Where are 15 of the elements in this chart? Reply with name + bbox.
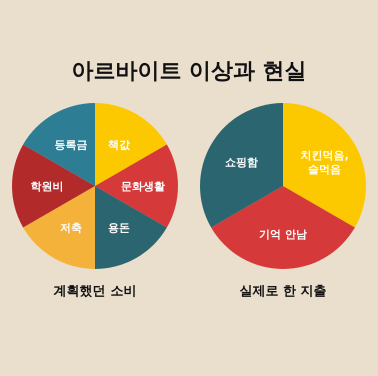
pie-slice bbox=[283, 103, 366, 228]
slice-label: 책값 bbox=[108, 138, 132, 151]
slice-label: 등록금 bbox=[54, 138, 88, 151]
text: 실제로 한 지출 bbox=[239, 284, 327, 299]
pie-slice bbox=[211, 186, 355, 269]
slice-label: 학원비 bbox=[30, 179, 64, 192]
slice-label: 쇼핑함 bbox=[224, 155, 258, 168]
slice-label: 기억 안남 bbox=[259, 228, 307, 241]
slice-label: 문화생활 bbox=[121, 180, 166, 193]
slice-label: 치킨먹음, 술먹음 bbox=[300, 148, 349, 176]
chart-title: 아르바이트 이상과 현실 bbox=[71, 59, 307, 84]
slice-label: 저축 bbox=[60, 221, 82, 234]
text: 계획했던 소비 bbox=[54, 284, 136, 299]
slice-label: 용돈 bbox=[108, 221, 130, 234]
pie-slice bbox=[200, 103, 283, 228]
